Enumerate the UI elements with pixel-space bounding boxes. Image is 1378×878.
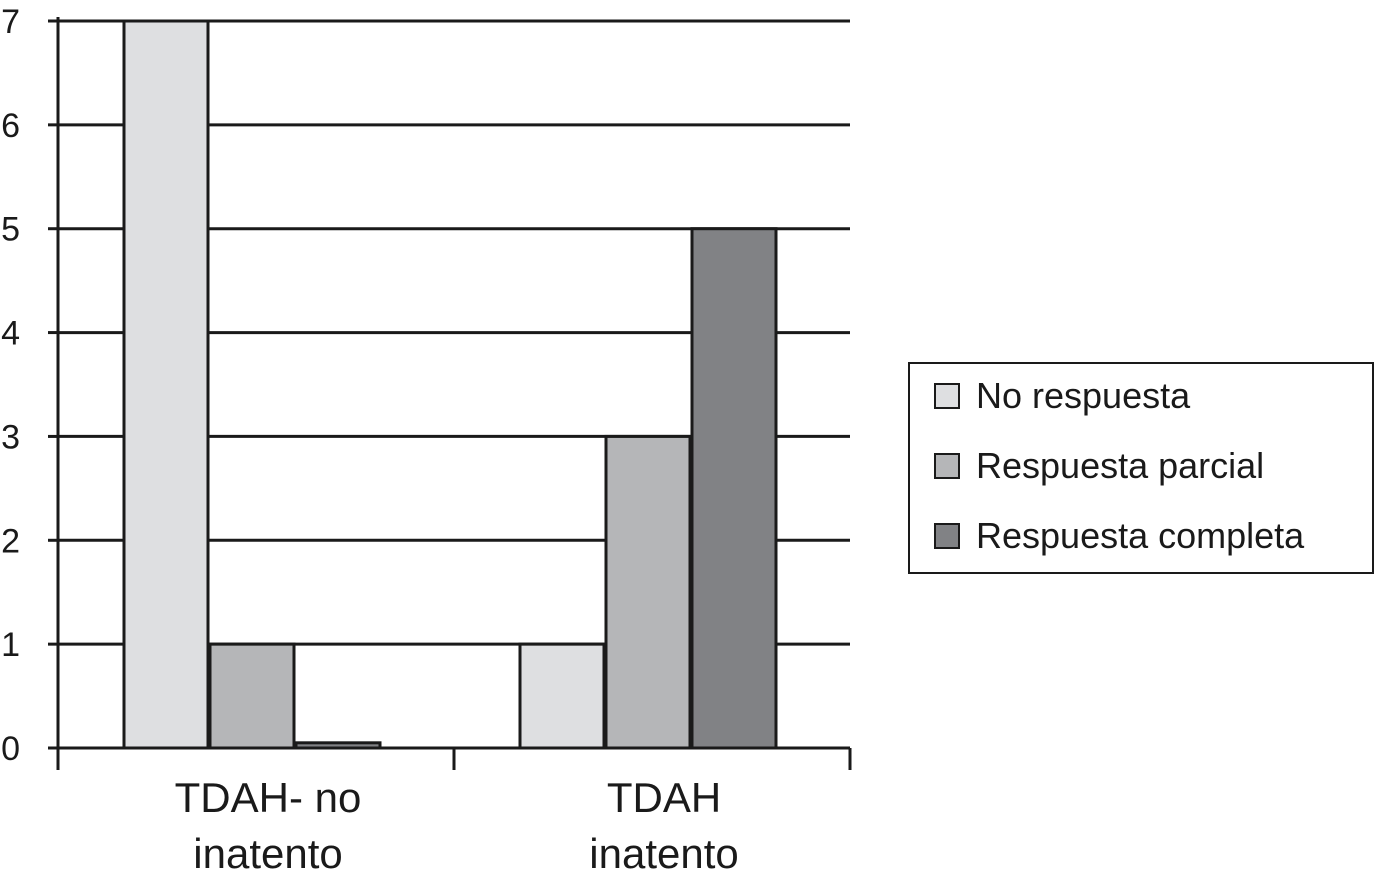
y-tick-label: 2 xyxy=(1,522,20,560)
x-category-label: inatento xyxy=(589,830,738,877)
x-category-label: TDAH xyxy=(607,774,721,821)
legend-item-respuesta-completa: Respuesta completa xyxy=(934,515,1305,556)
legend-label: Respuesta completa xyxy=(976,515,1305,556)
legend-swatch-no-respuesta xyxy=(934,383,960,409)
legend-swatch-respuesta-parcial xyxy=(934,453,960,479)
axes xyxy=(48,17,852,770)
legend-label: Respuesta parcial xyxy=(976,445,1265,486)
bar-no-respuesta xyxy=(122,19,210,750)
y-tick-label: 4 xyxy=(1,315,20,353)
bars xyxy=(122,19,778,750)
legend-swatch-respuesta-completa xyxy=(934,523,960,549)
x-category-label: TDAH- no xyxy=(175,774,362,821)
bar-no-respuesta xyxy=(518,642,606,750)
legend-item-no-respuesta: No respuesta xyxy=(934,375,1191,416)
y-tick-label: 6 xyxy=(1,107,20,145)
y-tick-label: 7 xyxy=(1,3,20,41)
bar-respuesta-completa xyxy=(690,227,778,750)
bar-respuesta-parcial xyxy=(208,642,296,750)
y-tick-label: 1 xyxy=(1,626,20,664)
x-category-label: inatento xyxy=(193,830,342,877)
legend-item-respuesta-parcial: Respuesta parcial xyxy=(934,445,1265,486)
y-tick-label: 0 xyxy=(1,730,20,768)
bar-respuesta-parcial xyxy=(604,434,692,750)
x-category-labels: TDAH- no inatento TDAH inatento xyxy=(175,774,739,877)
y-tick-label: 3 xyxy=(1,418,20,456)
y-tick-label: 5 xyxy=(1,211,20,249)
legend: No respuesta Respuesta parcial Respuesta… xyxy=(908,362,1374,574)
y-tick-labels: 0 1 2 3 4 5 6 7 xyxy=(1,3,20,768)
legend-label: No respuesta xyxy=(976,375,1191,416)
